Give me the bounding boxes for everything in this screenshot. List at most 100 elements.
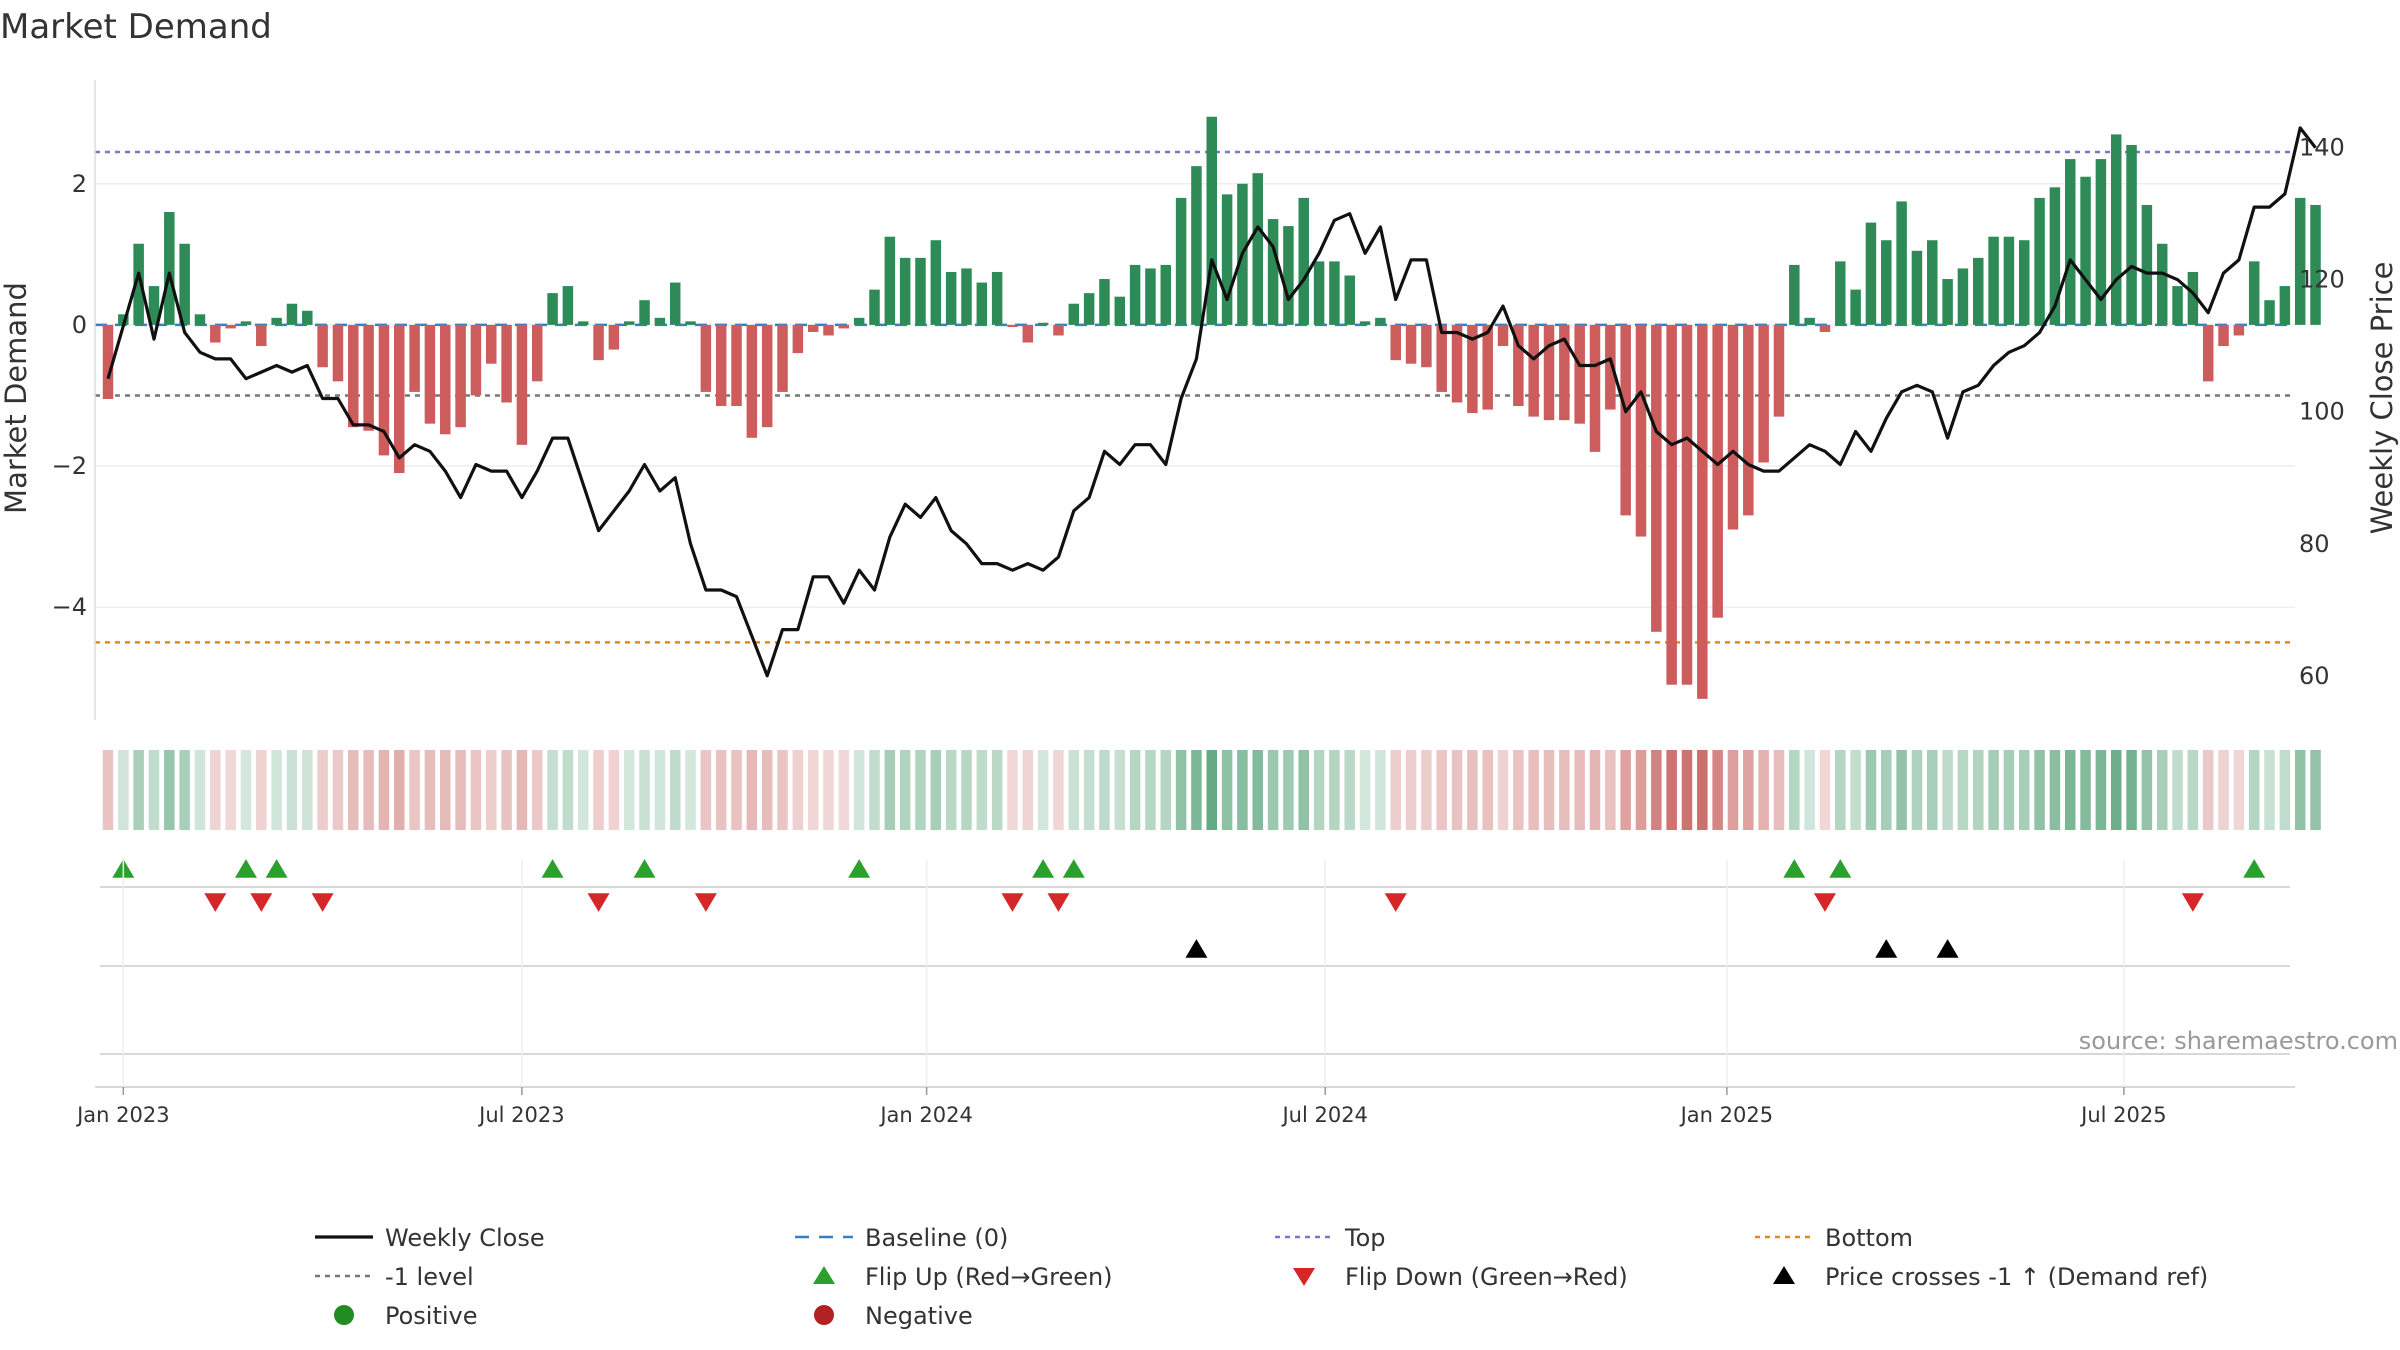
heat-strip-cell bbox=[1620, 750, 1631, 830]
heat-strip-cell bbox=[2034, 750, 2045, 830]
demand-bar bbox=[2064, 159, 2076, 325]
legend-label: Bottom bbox=[1825, 1224, 1913, 1252]
demand-bar bbox=[1083, 293, 1095, 325]
heat-strip-cell bbox=[2095, 750, 2107, 830]
demand-bar bbox=[470, 324, 482, 396]
demand-bar bbox=[976, 282, 988, 325]
heat-strip-cell bbox=[256, 750, 267, 830]
heat-strip-cell bbox=[1375, 750, 1386, 830]
flip-down-marker bbox=[694, 893, 717, 912]
legend-label: Top bbox=[1344, 1224, 1386, 1252]
heat-strip-cell bbox=[991, 750, 1003, 830]
heat-strip-cell bbox=[1421, 750, 1432, 830]
demand-bar bbox=[1298, 197, 1309, 325]
heat-strip-cell bbox=[1789, 750, 1800, 830]
demand-bar bbox=[1773, 324, 1785, 417]
legend-label: Price crosses -1 ↑ (Demand ref) bbox=[1825, 1263, 2208, 1291]
heat-strip-cell bbox=[1881, 750, 1892, 830]
heat-strip-cell bbox=[593, 750, 604, 830]
demand-bar bbox=[623, 321, 635, 325]
heat-strip-cell bbox=[792, 750, 804, 830]
demand-bar bbox=[2264, 300, 2275, 325]
demand-bar bbox=[899, 257, 911, 325]
demand-bar bbox=[2248, 261, 2260, 325]
y-tick-label-right: 140 bbox=[2299, 134, 2345, 162]
demand-bar bbox=[838, 324, 850, 329]
demand-bar bbox=[256, 324, 267, 347]
demand-bar bbox=[348, 324, 359, 428]
heat-strip-cell bbox=[976, 750, 988, 830]
demand-bar bbox=[2294, 197, 2306, 325]
heat-strip-cell bbox=[1037, 750, 1049, 830]
demand-bar bbox=[823, 324, 834, 336]
heat-strip-cell bbox=[700, 750, 712, 830]
date-axis: Jan 2023 Jul 2023 Jan 2024 Jul 2024 Jan 2025… bbox=[75, 860, 2167, 1127]
legend-label: Positive bbox=[385, 1302, 478, 1330]
demand-bar bbox=[1835, 261, 1846, 325]
heat-strip-cell bbox=[102, 750, 114, 830]
demand-bar bbox=[884, 236, 896, 325]
heat-strip-cell bbox=[1773, 750, 1785, 830]
demand-bar bbox=[930, 240, 942, 325]
demand-bar bbox=[777, 324, 788, 392]
demand-bar bbox=[501, 324, 512, 403]
heat-strip-cell bbox=[1283, 750, 1294, 830]
heat-strip-cell bbox=[2248, 750, 2260, 830]
heat-strip-cell bbox=[2310, 750, 2321, 830]
demand-bar bbox=[271, 317, 282, 325]
demand-bar bbox=[1697, 324, 1708, 699]
demand-bar bbox=[1973, 257, 1984, 325]
demand-bar bbox=[2218, 324, 2229, 347]
heat-strip-cell bbox=[1298, 750, 1309, 830]
heat-strip-cell bbox=[2264, 750, 2275, 830]
heat-strip-cell bbox=[424, 750, 436, 830]
heat-strip-cell bbox=[2172, 750, 2183, 830]
heat-strip-cell bbox=[1574, 750, 1585, 830]
heat-strip-cell bbox=[1329, 750, 1340, 830]
demand-bar bbox=[1727, 324, 1739, 530]
demand-bar bbox=[1467, 324, 1478, 414]
demand-bar bbox=[1267, 219, 1279, 325]
date-tick-label: Jan 2024 bbox=[878, 1103, 973, 1127]
heat-strip-cell bbox=[179, 750, 190, 830]
flip-up-marker bbox=[1829, 859, 1852, 878]
demand-bar bbox=[1283, 226, 1294, 325]
heat-strip-cell bbox=[210, 750, 221, 830]
demand-bar bbox=[1681, 324, 1693, 685]
heat-strip-cell bbox=[1528, 750, 1539, 830]
y-axis-label-left: Market Demand bbox=[0, 282, 33, 514]
heat-strip-cell bbox=[1467, 750, 1478, 830]
flip-down-marker bbox=[587, 893, 610, 912]
heat-strip-cell bbox=[945, 750, 957, 830]
heat-strip-cell bbox=[1390, 750, 1401, 830]
heat-strip-cell bbox=[715, 750, 727, 830]
demand-bar bbox=[945, 271, 957, 325]
demand-bar bbox=[1053, 324, 1064, 336]
demand-bar bbox=[2003, 236, 2015, 325]
heat-strip-cell bbox=[470, 750, 482, 830]
heat-strip-cell bbox=[654, 750, 666, 830]
demand-bar bbox=[409, 324, 420, 392]
heat-strip-cell bbox=[777, 750, 788, 830]
demand-bar bbox=[2233, 324, 2245, 336]
weekly-close-line bbox=[106, 126, 2317, 678]
demand-bar bbox=[179, 243, 190, 325]
heat-strip-cell bbox=[1819, 750, 1831, 830]
demand-bar bbox=[302, 310, 313, 325]
heat-strip-cell bbox=[2141, 750, 2153, 830]
heat-strip-cell bbox=[1405, 750, 1417, 830]
heat-strip-cell bbox=[1559, 750, 1570, 830]
demand-bar bbox=[1390, 324, 1401, 361]
heat-strip-cell bbox=[1973, 750, 1984, 830]
heat-strip-cell bbox=[2126, 750, 2137, 830]
heat-strip-cell bbox=[685, 750, 696, 830]
legend-swatch-triangle-up bbox=[1773, 1266, 1795, 1284]
demand-bar bbox=[1881, 240, 1892, 325]
demand-bar bbox=[1359, 321, 1371, 325]
heat-strip-cell bbox=[501, 750, 512, 830]
price-cross-marker bbox=[1875, 939, 1898, 958]
flip-down-marker bbox=[250, 893, 273, 912]
legend: Weekly Close Baseline (0) Top Bottom -1 leve… bbox=[315, 1224, 2208, 1330]
demand-heat-strip bbox=[102, 750, 2321, 830]
heat-strip-cell bbox=[731, 750, 742, 830]
